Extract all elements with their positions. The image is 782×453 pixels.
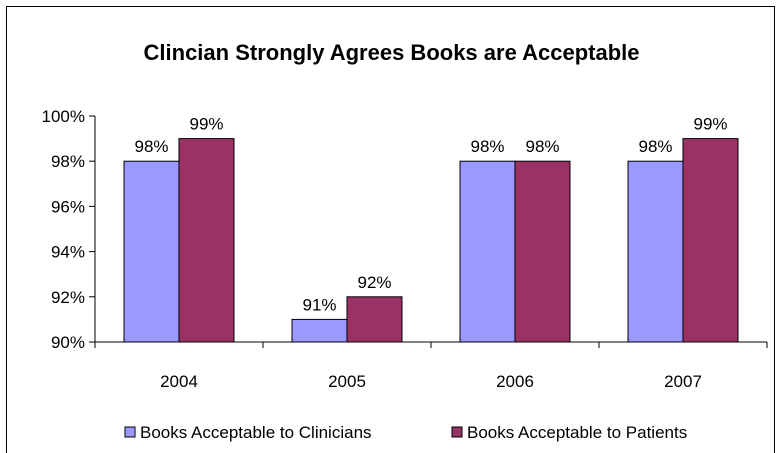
legend-swatch-0 bbox=[124, 426, 136, 438]
data-label: 92% bbox=[357, 273, 391, 292]
y-tick-label: 96% bbox=[51, 197, 85, 216]
data-label: 98% bbox=[525, 137, 559, 156]
bar-1-2006 bbox=[514, 160, 571, 343]
data-label: 91% bbox=[302, 295, 336, 314]
y-tick-label: 90% bbox=[51, 333, 85, 352]
data-label: 98% bbox=[470, 137, 504, 156]
legend-label-0: Books Acceptable to Clinicians bbox=[140, 423, 372, 442]
bar-1-2004 bbox=[178, 138, 235, 343]
legend-swatch-1 bbox=[451, 426, 463, 438]
x-tick-label: 2005 bbox=[328, 372, 366, 391]
x-tick-label: 2006 bbox=[496, 372, 534, 391]
x-tick-label: 2007 bbox=[664, 372, 702, 391]
y-tick-label: 100% bbox=[42, 107, 85, 126]
data-label: 99% bbox=[189, 115, 223, 134]
x-tick-label: 2004 bbox=[160, 372, 198, 391]
bar-1-2007 bbox=[682, 138, 739, 343]
bar-0-2004 bbox=[123, 160, 180, 343]
data-label: 98% bbox=[134, 137, 168, 156]
bar-1-2005 bbox=[346, 296, 403, 343]
data-label: 99% bbox=[693, 115, 727, 134]
bar-0-2005 bbox=[291, 318, 348, 343]
bar-0-2007 bbox=[627, 160, 684, 343]
y-tick-label: 94% bbox=[51, 243, 85, 262]
bar-0-2006 bbox=[459, 160, 516, 343]
y-tick-label: 98% bbox=[51, 152, 85, 171]
y-tick-label: 92% bbox=[51, 288, 85, 307]
legend-label-1: Books Acceptable to Patients bbox=[467, 423, 687, 442]
data-label: 98% bbox=[638, 137, 672, 156]
chart-title: Clincian Strongly Agrees Books are Accep… bbox=[143, 40, 640, 65]
